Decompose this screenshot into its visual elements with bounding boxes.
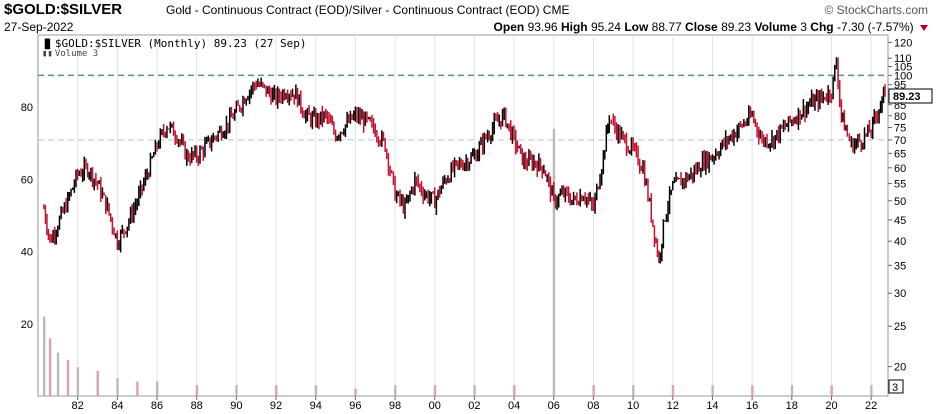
volume-bar (156, 381, 159, 396)
x-tick-label: 02 (468, 400, 480, 412)
y-tick-label: 55 (894, 179, 906, 191)
y-tick-label: 40 (894, 236, 906, 248)
chg-value: -7.30 (-7.57%) (836, 20, 914, 34)
volume-bar (66, 359, 70, 396)
y-tick-label: 60 (894, 163, 906, 175)
x-tick-label: 84 (111, 400, 123, 412)
volume-tick-label: 20 (21, 319, 33, 331)
volume-bar (473, 385, 476, 396)
high-label: High (560, 20, 588, 34)
current-value-box (888, 88, 933, 104)
volume-bar (136, 381, 139, 396)
volume-bar (711, 385, 714, 396)
x-tick-label: 88 (191, 400, 203, 412)
volume-bar (433, 385, 437, 396)
x-tick-label: 90 (230, 400, 242, 412)
y-tick-label: 30 (894, 288, 906, 300)
volume-bar (235, 385, 238, 396)
y-tick-label: 45 (894, 215, 906, 227)
volume-legend-text: Volume 3 (54, 49, 99, 59)
x-tick-label: 16 (746, 400, 758, 412)
x-tick-label: 20 (825, 400, 837, 412)
open-label: Open (493, 20, 525, 34)
volume-value-label: 3 (892, 382, 898, 394)
x-tick-label: 08 (587, 400, 599, 412)
y-tick-label: 100 (894, 70, 912, 82)
y-tick-label: 70 (894, 135, 906, 147)
volume-bar (592, 385, 595, 396)
volume-bar (671, 385, 675, 396)
volume-bar (870, 385, 873, 396)
x-tick-label: 00 (429, 400, 441, 412)
chg-label: Chg (810, 20, 834, 34)
volume-bar (394, 385, 397, 396)
x-tick-label: 22 (865, 400, 877, 412)
volume-bar (76, 367, 80, 396)
volume-bar (552, 128, 556, 397)
chart-symbol: $GOLD:$SILVER (4, 1, 123, 18)
close-value: 89.23 (721, 20, 752, 34)
volume-bar (96, 370, 99, 396)
y-tick-label: 75 (894, 122, 906, 134)
open-value: 93.96 (527, 20, 558, 34)
x-tick-label: 86 (151, 400, 163, 412)
volume-bar (790, 385, 794, 396)
y-tick-label: 80 (894, 111, 906, 123)
x-tick-label: 92 (270, 400, 282, 412)
volume-bars-icon: ▮▮ (42, 49, 53, 59)
low-value: 88.77 (651, 20, 682, 34)
x-tick-label: 14 (706, 400, 718, 412)
volume-tick-label: 60 (21, 174, 33, 186)
volume-bar (830, 385, 833, 396)
price-legend-text: $GOLD:$SILVER (Monthly) 89.23 (27 Sep) (54, 37, 307, 50)
y-tick-label: 20 (894, 362, 906, 374)
x-tick-label: 04 (508, 400, 520, 412)
x-tick-label: 06 (548, 400, 560, 412)
y-tick-label: 105 (894, 62, 912, 74)
volume-value: 3 (800, 20, 807, 34)
x-tick-label: 82 (72, 400, 84, 412)
volume-bar (314, 385, 318, 396)
x-tick-label: 96 (349, 400, 361, 412)
plot-frame (37, 34, 889, 397)
volume-label: Volume (754, 20, 797, 34)
volume-bar (513, 385, 516, 396)
candlestick-icon: ▐▌ (42, 40, 53, 50)
ohlc-summary: Open 93.96 High 95.24 Low 88.77 Close 89… (494, 20, 928, 34)
y-tick-label: 120 (894, 37, 912, 49)
volume-legend: ▮▮ Volume 3 (42, 49, 98, 59)
x-tick-label: 10 (627, 400, 639, 412)
volume-bar (632, 385, 635, 396)
price-legend: ▐▌ $GOLD:$SILVER (Monthly) 89.23 (27 Sep) (42, 37, 307, 50)
y-tick-label: 25 (894, 321, 906, 333)
volume-bar (42, 316, 46, 396)
y-tick-label: 65 (894, 148, 906, 160)
volume-bar (751, 385, 754, 396)
high-value: 95.24 (590, 20, 621, 34)
volume-bar (275, 385, 278, 396)
volume-bar (48, 338, 52, 396)
chart-date: 27-Sep-2022 (4, 20, 74, 34)
x-tick-label: 12 (667, 400, 679, 412)
down-arrow-icon (920, 24, 928, 31)
volume-value-box (888, 379, 904, 394)
volume-tick-label: 40 (21, 247, 33, 259)
volume-bar (354, 388, 357, 396)
brand-label: © StockCharts.com (824, 3, 928, 17)
chart-description: Gold - Continuous Contract (EOD)/Silver … (166, 3, 570, 17)
volume-bar (116, 377, 119, 396)
y-tick-label: 35 (894, 260, 906, 272)
y-tick-label: 110 (894, 53, 912, 65)
low-label: Low (624, 20, 649, 34)
volume-bar (195, 385, 199, 396)
volume-tick-label: 80 (21, 102, 33, 114)
close-label: Close (685, 20, 718, 34)
y-tick-label: 50 (894, 196, 906, 208)
x-tick-label: 98 (389, 400, 401, 412)
x-tick-label: 94 (310, 400, 322, 412)
x-tick-label: 18 (786, 400, 798, 412)
volume-bar (56, 352, 60, 396)
current-value-label: 89.23 (893, 91, 921, 103)
